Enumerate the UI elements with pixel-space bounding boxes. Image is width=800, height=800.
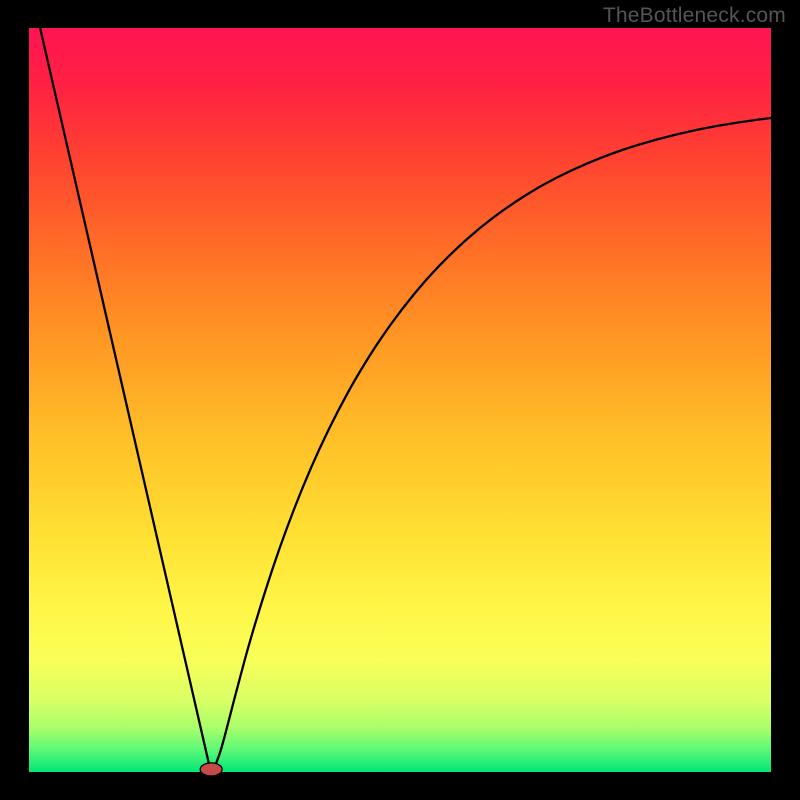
minimum-marker: [200, 763, 222, 776]
chart-container: TheBottleneck.com: [0, 0, 800, 800]
bottleneck-chart: [0, 0, 800, 800]
watermark-text: TheBottleneck.com: [603, 4, 786, 28]
